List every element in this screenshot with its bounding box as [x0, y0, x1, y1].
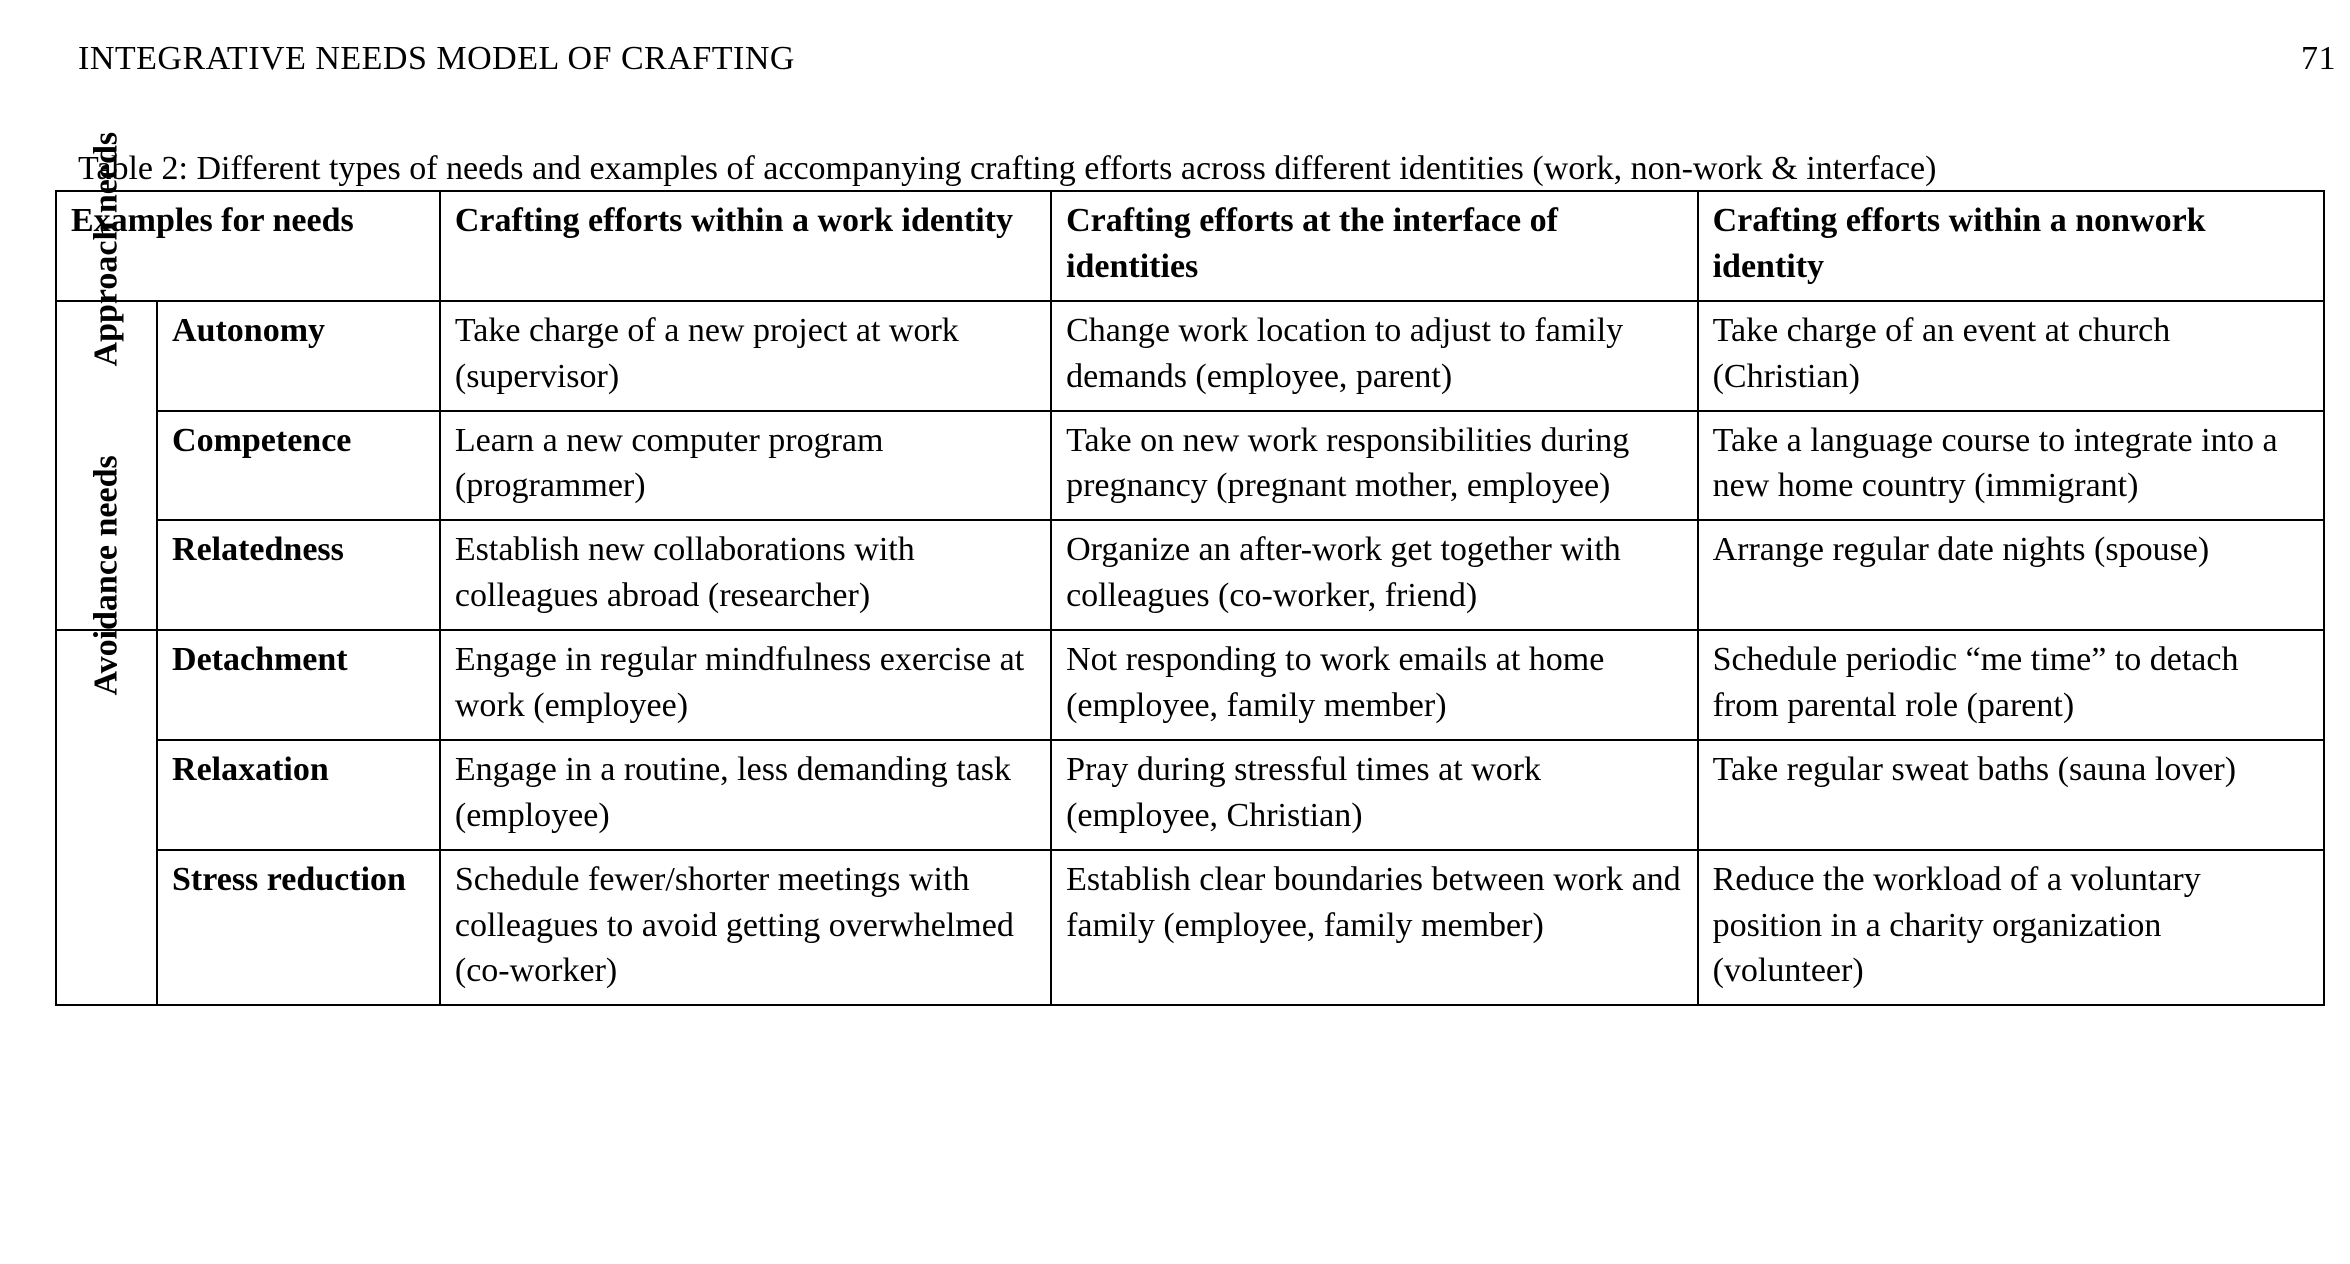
cell-interface: Change work location to adjust to family…	[1051, 301, 1698, 411]
table-row: Competence Learn a new computer program …	[56, 411, 2324, 521]
table-row: Avoidance needs Detachment Engage in reg…	[56, 630, 2324, 740]
cell-interface: Not responding to work emails at home (e…	[1051, 630, 1698, 740]
cell-nonwork: Take charge of an event at church (Chris…	[1698, 301, 2324, 411]
table-caption: Table 2: Different types of needs and ex…	[78, 150, 2350, 188]
need-name: Detachment	[157, 630, 440, 740]
cell-work: Schedule fewer/shorter meetings with col…	[440, 850, 1051, 1006]
group-label-text: Approach needs	[84, 295, 130, 366]
cell-work: Learn a new computer program (programmer…	[440, 411, 1051, 521]
col-header-work: Crafting efforts within a work identity	[440, 191, 1051, 301]
cell-work: Establish new collaborations with collea…	[440, 520, 1051, 630]
table-row: Relaxation Engage in a routine, less dem…	[56, 740, 2324, 850]
need-name: Relatedness	[157, 520, 440, 630]
need-name: Relaxation	[157, 740, 440, 850]
cell-work: Engage in regular mindfulness exercise a…	[440, 630, 1051, 740]
table-row: Approach needs Autonomy Take charge of a…	[56, 301, 2324, 411]
cell-interface: Pray during stressful times at work (emp…	[1051, 740, 1698, 850]
need-name: Autonomy	[157, 301, 440, 411]
page: INTEGRATIVE NEEDS MODEL OF CRAFTING 71 T…	[0, 0, 2350, 1264]
cell-interface: Take on new work responsibilities during…	[1051, 411, 1698, 521]
need-name: Competence	[157, 411, 440, 521]
cell-nonwork: Take a language course to integrate into…	[1698, 411, 2324, 521]
cell-nonwork: Reduce the workload of a voluntary posit…	[1698, 850, 2324, 1006]
cell-nonwork: Arrange regular date nights (spouse)	[1698, 520, 2324, 630]
cell-work: Take charge of a new project at work (su…	[440, 301, 1051, 411]
running-head-title: INTEGRATIVE NEEDS MODEL OF CRAFTING	[78, 40, 795, 78]
cell-nonwork: Take regular sweat baths (sauna lover)	[1698, 740, 2324, 850]
table-row: Relatedness Establish new collaborations…	[56, 520, 2324, 630]
running-head: INTEGRATIVE NEEDS MODEL OF CRAFTING 71	[0, 40, 2350, 78]
cell-interface: Establish clear boundaries between work …	[1051, 850, 1698, 1006]
cell-work: Engage in a routine, less demanding task…	[440, 740, 1051, 850]
col-header-nonwork: Crafting efforts within a nonwork identi…	[1698, 191, 2324, 301]
needs-table: Examples for needs Crafting efforts with…	[55, 190, 2325, 1006]
page-number: 71	[2301, 40, 2350, 78]
table-row: Stress reduction Schedule fewer/shorter …	[56, 850, 2324, 1006]
group-label-avoidance: Avoidance needs	[56, 630, 157, 1005]
cell-nonwork: Schedule periodic “me time” to detach fr…	[1698, 630, 2324, 740]
table-header-row: Examples for needs Crafting efforts with…	[56, 191, 2324, 301]
need-name: Stress reduction	[157, 850, 440, 1006]
group-label-text: Avoidance needs	[84, 625, 130, 696]
cell-interface: Organize an after-work get together with…	[1051, 520, 1698, 630]
col-header-interface: Crafting efforts at the interface of ide…	[1051, 191, 1698, 301]
